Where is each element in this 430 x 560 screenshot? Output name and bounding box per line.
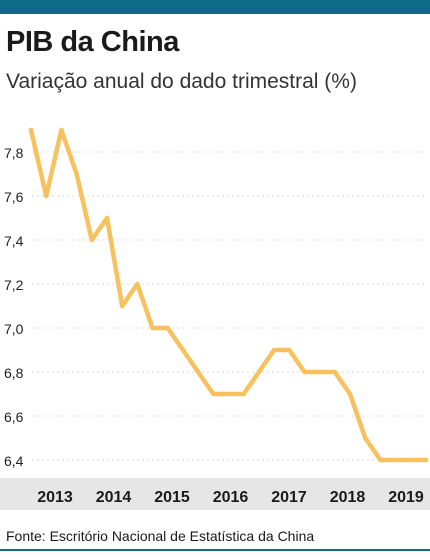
data-point [378, 457, 383, 463]
data-point [317, 369, 322, 375]
data-point [241, 391, 246, 397]
data-point [195, 369, 201, 375]
data-point [256, 369, 262, 375]
chart-subtitle: Variação anual do dado trimestral (%) [6, 70, 357, 93]
y-tick-label: 6,8 [4, 365, 24, 381]
data-point [347, 391, 353, 397]
x-tick-label: 2018 [330, 489, 366, 506]
series-line [28, 127, 429, 463]
data-point [271, 347, 277, 353]
x-axis-band [0, 478, 430, 510]
data-point [226, 391, 231, 397]
data-point [287, 347, 292, 353]
top-accent-bar [0, 0, 430, 14]
source-note: Fonte: Escritório Nacional de Estatístic… [6, 528, 315, 544]
data-point [211, 391, 216, 397]
data-point [165, 325, 170, 331]
data-point [135, 281, 140, 287]
x-tick-label: 2019 [388, 489, 424, 506]
y-tick-label: 6,4 [4, 453, 24, 469]
data-point [59, 127, 64, 133]
data-point [302, 369, 307, 375]
data-point [150, 325, 155, 331]
data-point [180, 347, 186, 353]
data-point [28, 127, 34, 133]
data-point [104, 215, 110, 221]
y-tick-label: 7,8 [4, 145, 24, 161]
data-point [119, 303, 125, 309]
x-tick-label: 2016 [213, 489, 249, 506]
data-point [43, 193, 49, 199]
x-tick-label: 2017 [271, 489, 307, 506]
chart-title: PIB da China [6, 26, 179, 58]
y-tick-label: 6,6 [4, 409, 24, 425]
y-tick-label: 7,6 [4, 189, 24, 205]
y-tick-label: 7,0 [4, 321, 24, 337]
data-point [74, 171, 79, 177]
data-point [332, 369, 338, 375]
y-tick-label: 7,4 [4, 233, 24, 249]
data-point [408, 457, 414, 463]
bottom-rule [0, 549, 430, 551]
y-tick-label: 7,2 [4, 277, 24, 293]
x-tick-label: 2014 [96, 489, 132, 506]
data-point [423, 457, 429, 463]
x-tick-label: 2013 [37, 489, 73, 506]
data-point [89, 237, 94, 243]
x-tick-label: 2015 [154, 489, 190, 506]
data-point [363, 435, 368, 441]
data-point [393, 457, 398, 463]
